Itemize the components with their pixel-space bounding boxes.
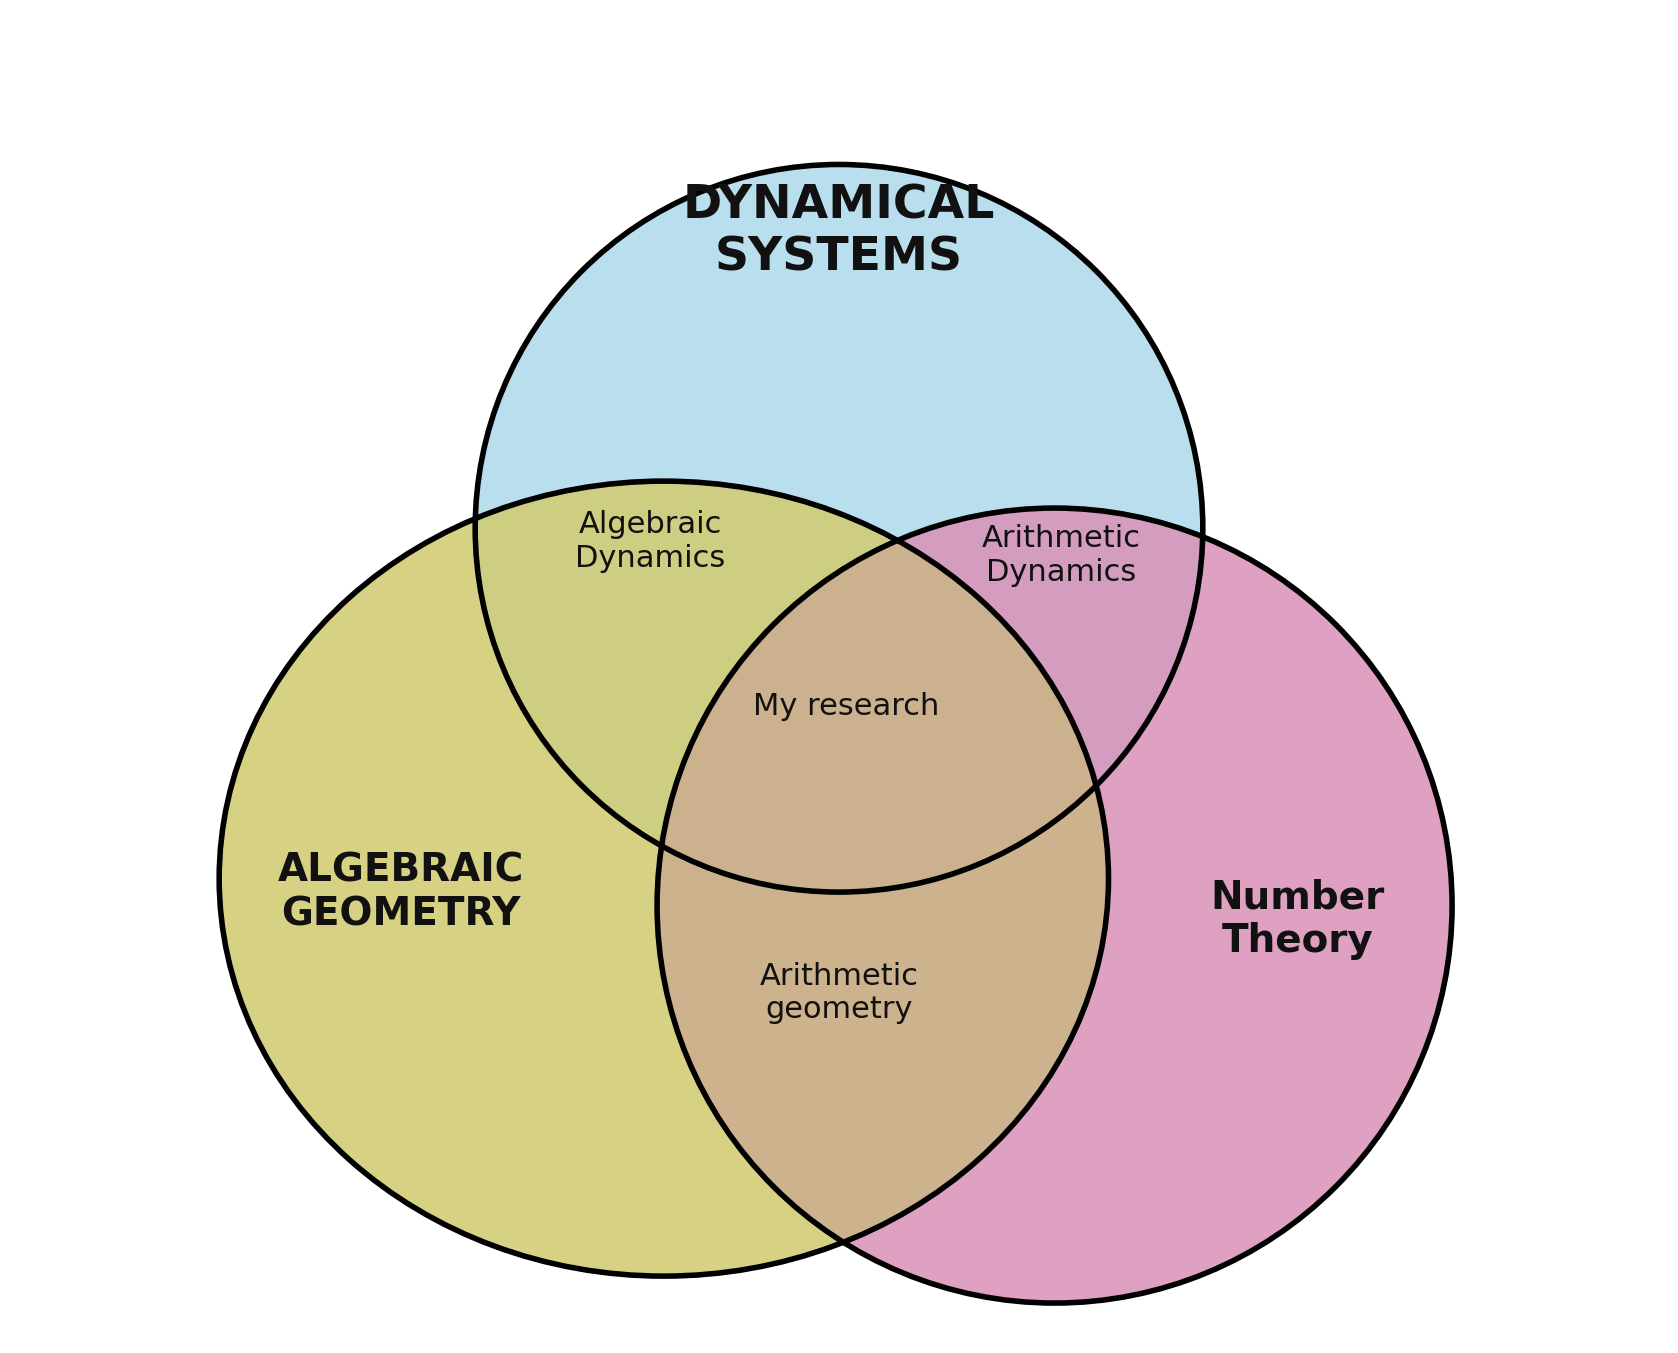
Text: ALGEBRAIC
GEOMETRY: ALGEBRAIC GEOMETRY [279, 851, 524, 934]
Text: DYNAMICAL
SYSTEMS: DYNAMICAL SYSTEMS [683, 184, 995, 280]
Ellipse shape [220, 482, 1109, 1276]
Ellipse shape [220, 482, 1109, 1276]
Text: Algebraic
Dynamics: Algebraic Dynamics [576, 510, 725, 574]
Text: Arithmetic
Dynamics: Arithmetic Dynamics [982, 524, 1141, 587]
Ellipse shape [220, 482, 1109, 1276]
Text: My research: My research [752, 691, 940, 721]
Ellipse shape [658, 509, 1451, 1303]
Text: Arithmetic
geometry: Arithmetic geometry [760, 962, 918, 1024]
Ellipse shape [475, 165, 1203, 892]
Ellipse shape [658, 509, 1451, 1303]
Text: Number
Theory: Number Theory [1210, 878, 1384, 961]
